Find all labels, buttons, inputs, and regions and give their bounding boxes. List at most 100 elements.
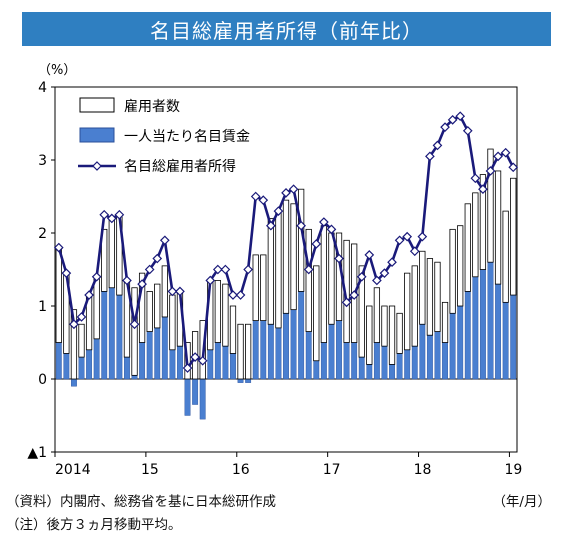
total-income-point xyxy=(394,235,405,246)
employees-bar xyxy=(55,247,62,343)
total-income-point xyxy=(493,151,503,162)
wage-bar xyxy=(55,342,62,380)
employees-bar xyxy=(267,217,274,325)
wage-bar xyxy=(71,378,77,387)
total-income-point xyxy=(425,151,435,162)
employees-bar xyxy=(305,228,312,332)
total-income-point xyxy=(99,209,110,220)
wage-bar xyxy=(199,378,206,420)
total-income-point xyxy=(76,312,87,322)
employees-bar xyxy=(161,265,168,318)
total-income-point xyxy=(356,271,367,282)
total-income-point xyxy=(417,231,428,242)
plot-frame xyxy=(54,86,518,453)
x-tick-label: 15 xyxy=(141,462,159,478)
wage-bar xyxy=(78,356,85,380)
wage-bar xyxy=(373,342,380,380)
y-tick-label: 3 xyxy=(38,153,47,169)
legend-swatch-marker xyxy=(92,161,102,171)
wage-bar xyxy=(192,378,199,405)
total-income-point xyxy=(266,220,276,231)
total-income-point xyxy=(341,297,352,308)
x-tick-label: 2014 xyxy=(55,462,91,478)
employees-bar xyxy=(494,170,502,285)
total-income-point xyxy=(129,319,140,330)
employees-bar xyxy=(282,199,290,314)
wage-bar xyxy=(426,335,433,380)
employees-bar xyxy=(328,232,335,325)
employees-bar xyxy=(479,174,487,270)
employees-bar xyxy=(138,272,146,343)
employees-bar xyxy=(320,225,327,343)
wage-bar xyxy=(101,291,108,380)
legend-swatch-employees xyxy=(79,97,115,113)
employees-bar xyxy=(472,192,479,278)
legend-swatch-wage xyxy=(79,127,115,143)
employees-bar xyxy=(396,312,403,354)
wage-bar xyxy=(154,327,161,380)
employees-bar xyxy=(260,254,267,321)
wage-bar xyxy=(366,364,373,380)
total-income-point xyxy=(152,253,163,264)
employees-bar xyxy=(229,305,237,354)
wage-bar xyxy=(146,331,153,380)
total-income-point xyxy=(500,147,511,158)
employees-bar xyxy=(245,323,252,380)
total-income-point xyxy=(91,271,102,282)
wage-bar xyxy=(389,364,395,380)
employees-bar xyxy=(366,305,373,365)
y-tick-label: 4 xyxy=(38,80,47,96)
total-income-point xyxy=(409,246,420,257)
wage-bar xyxy=(313,360,320,380)
employees-bar xyxy=(252,254,259,321)
wage-bar xyxy=(237,378,244,383)
wage-bar xyxy=(116,294,123,380)
employees-bar xyxy=(426,258,434,336)
employees-bar xyxy=(487,148,494,263)
wage-bar xyxy=(358,356,365,380)
employees-bar xyxy=(358,265,365,358)
total-income-point xyxy=(106,213,117,224)
total-income-point xyxy=(432,140,443,151)
total-income-point xyxy=(175,286,185,297)
wage-bar xyxy=(184,378,191,416)
wage-bar xyxy=(479,269,486,380)
total-income-point xyxy=(296,220,306,231)
wage-bar xyxy=(108,287,115,380)
x-tick-label: 16 xyxy=(232,462,250,478)
total-income-point xyxy=(220,264,231,275)
wage-bar xyxy=(63,353,70,380)
wage-bar xyxy=(222,345,229,380)
total-income-point xyxy=(61,268,72,278)
wage-bar xyxy=(207,349,214,380)
total-income-point xyxy=(440,122,450,132)
employees-bar xyxy=(214,280,221,343)
total-income-point xyxy=(182,363,193,373)
employees-bar xyxy=(131,287,138,376)
y-tick-label: 1 xyxy=(38,299,47,315)
chart-title: 名目総雇用者所得（前年比） xyxy=(22,12,551,46)
wage-bar xyxy=(449,313,456,380)
total-income-point xyxy=(205,275,216,286)
employees-bar xyxy=(108,217,115,289)
source-note: （資料）内閣府、総務省を基に日本総研作成 xyxy=(6,494,276,510)
wage-bar xyxy=(502,302,509,380)
y-axis-label: （%） xyxy=(38,63,76,78)
wage-bar xyxy=(139,342,146,380)
wage-bar xyxy=(86,349,93,380)
wage-bar xyxy=(131,375,138,380)
legend-label: 名目総雇用者所得 xyxy=(124,158,236,175)
total-income-point xyxy=(478,184,488,195)
total-income-point xyxy=(372,275,382,286)
wage-bar xyxy=(275,327,282,380)
employees-bar xyxy=(290,203,297,311)
total-income-point xyxy=(144,264,155,275)
employees-bar xyxy=(275,210,282,329)
wage-bar xyxy=(457,305,464,380)
total-income-point xyxy=(311,239,322,249)
total-income-point xyxy=(508,162,519,173)
total-income-point xyxy=(326,224,337,235)
y-tick-label: ▲1 xyxy=(27,445,47,461)
total-income-point xyxy=(243,264,253,275)
total-income-point xyxy=(349,290,360,300)
